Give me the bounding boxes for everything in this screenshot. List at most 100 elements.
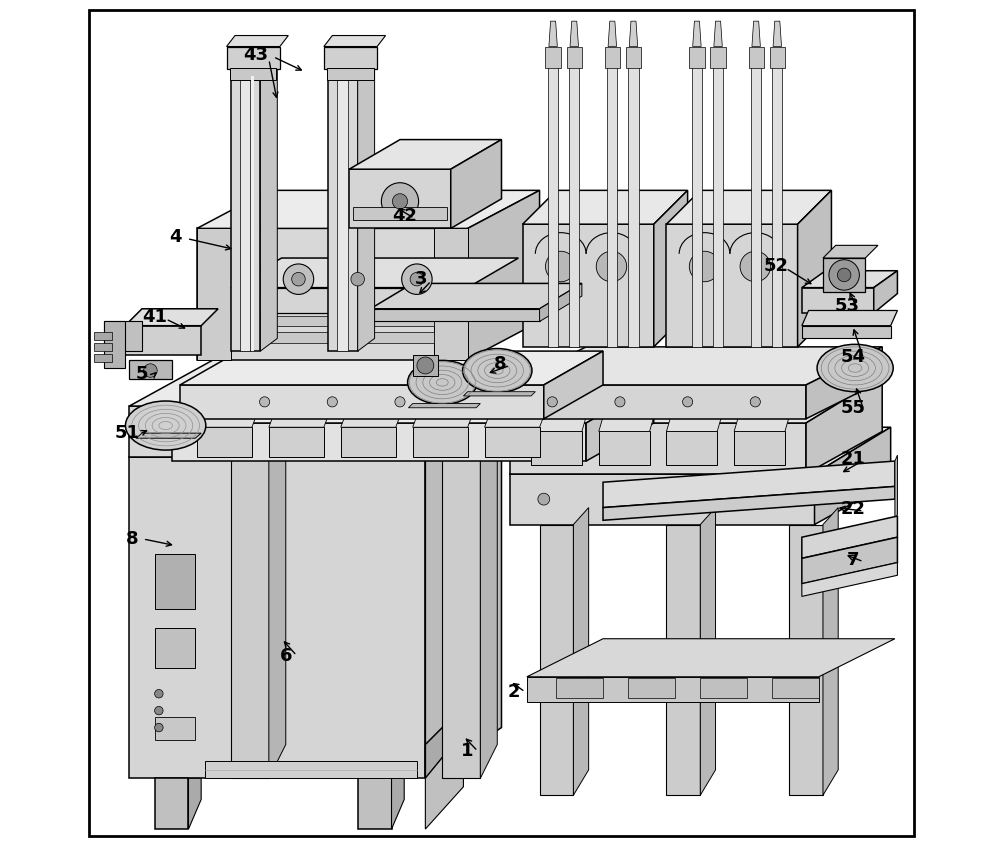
Polygon shape [349, 169, 450, 228]
Polygon shape [545, 47, 560, 68]
Polygon shape [196, 228, 467, 360]
Polygon shape [93, 332, 112, 340]
Polygon shape [873, 271, 897, 313]
Bar [154, 717, 195, 740]
Polygon shape [539, 525, 573, 795]
Circle shape [410, 272, 423, 286]
Polygon shape [93, 343, 112, 351]
Polygon shape [552, 360, 636, 457]
Polygon shape [569, 21, 578, 47]
Polygon shape [136, 433, 201, 438]
Polygon shape [188, 778, 201, 829]
Text: 1: 1 [461, 742, 473, 761]
Polygon shape [230, 288, 467, 313]
Bar [154, 628, 195, 668]
Polygon shape [509, 423, 806, 474]
Polygon shape [425, 706, 463, 778]
Text: 4: 4 [169, 228, 181, 246]
Polygon shape [463, 392, 535, 396]
Polygon shape [801, 288, 873, 313]
Polygon shape [196, 427, 252, 457]
Polygon shape [801, 537, 897, 584]
Circle shape [688, 251, 719, 282]
Polygon shape [607, 21, 616, 47]
Polygon shape [566, 47, 581, 68]
Circle shape [401, 264, 432, 294]
Polygon shape [230, 299, 434, 309]
Polygon shape [226, 36, 288, 47]
Polygon shape [324, 47, 377, 69]
Polygon shape [230, 332, 434, 343]
Polygon shape [526, 677, 818, 702]
Polygon shape [484, 393, 552, 427]
Polygon shape [823, 508, 838, 795]
Polygon shape [665, 431, 716, 465]
Text: 54: 54 [840, 348, 865, 366]
Polygon shape [370, 309, 539, 321]
Polygon shape [229, 68, 277, 80]
Circle shape [292, 272, 305, 286]
Circle shape [143, 364, 157, 377]
Text: 21: 21 [840, 449, 865, 468]
Text: 8: 8 [125, 530, 138, 548]
Polygon shape [327, 68, 374, 80]
Polygon shape [531, 393, 592, 431]
Polygon shape [230, 457, 269, 778]
Ellipse shape [462, 349, 531, 393]
Polygon shape [526, 639, 894, 677]
Polygon shape [894, 455, 897, 520]
Polygon shape [598, 431, 649, 465]
Polygon shape [425, 406, 501, 778]
Polygon shape [806, 376, 882, 474]
Polygon shape [699, 508, 714, 795]
Text: 53: 53 [834, 297, 859, 316]
Polygon shape [823, 258, 865, 292]
Polygon shape [522, 190, 687, 224]
Polygon shape [628, 678, 674, 698]
Circle shape [470, 426, 482, 437]
Circle shape [301, 426, 313, 437]
Polygon shape [125, 326, 201, 355]
Polygon shape [772, 678, 818, 698]
Polygon shape [328, 63, 358, 351]
Polygon shape [353, 207, 446, 220]
Polygon shape [412, 355, 438, 376]
Polygon shape [691, 59, 701, 347]
Polygon shape [747, 47, 763, 68]
Polygon shape [370, 283, 581, 309]
Polygon shape [539, 283, 581, 321]
Polygon shape [713, 21, 721, 47]
Polygon shape [205, 761, 417, 778]
Polygon shape [709, 47, 725, 68]
Polygon shape [196, 228, 230, 360]
Bar [239, 76, 249, 351]
Polygon shape [769, 47, 785, 68]
Polygon shape [801, 563, 897, 596]
Bar [154, 554, 195, 609]
Polygon shape [688, 47, 703, 68]
Polygon shape [129, 406, 552, 457]
Polygon shape [531, 431, 581, 465]
Polygon shape [230, 316, 434, 326]
Polygon shape [604, 47, 619, 68]
Polygon shape [358, 55, 374, 351]
Polygon shape [543, 351, 602, 419]
Polygon shape [230, 258, 518, 288]
Polygon shape [129, 457, 425, 778]
Polygon shape [324, 36, 385, 47]
Polygon shape [467, 190, 539, 360]
Polygon shape [733, 431, 785, 465]
Circle shape [537, 493, 549, 505]
Polygon shape [628, 21, 637, 47]
Polygon shape [129, 360, 171, 379]
Circle shape [545, 251, 575, 282]
Polygon shape [801, 271, 897, 288]
Text: 5: 5 [135, 365, 148, 383]
Polygon shape [598, 393, 660, 431]
Polygon shape [606, 59, 617, 347]
Circle shape [154, 706, 163, 715]
Polygon shape [602, 461, 894, 508]
Polygon shape [797, 190, 831, 347]
Polygon shape [425, 732, 463, 829]
Polygon shape [509, 427, 890, 474]
